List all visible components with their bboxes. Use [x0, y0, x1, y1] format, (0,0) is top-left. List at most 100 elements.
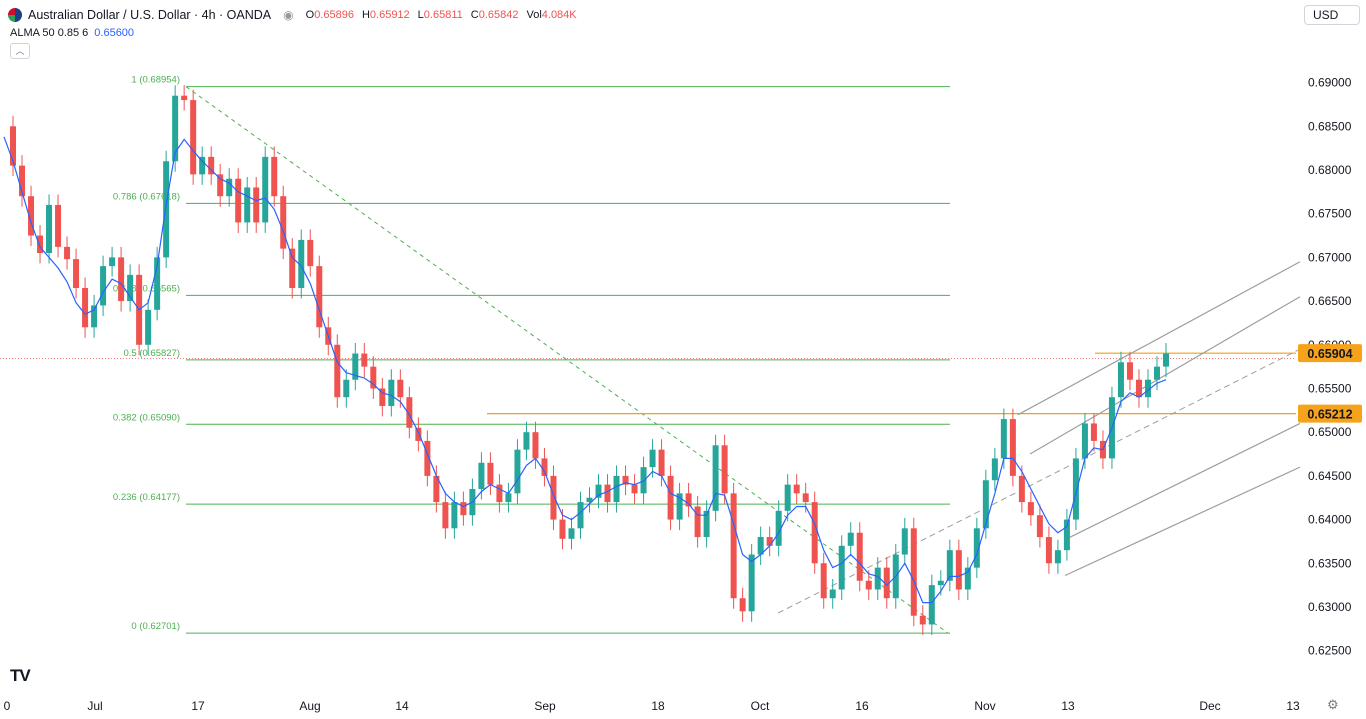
candle-body — [298, 239, 305, 288]
x-tick-label: 18 — [651, 699, 665, 713]
candle-body — [640, 467, 647, 494]
candle-body — [460, 502, 467, 516]
candle-body — [280, 196, 287, 249]
candle-body — [244, 187, 251, 223]
candle-body — [919, 615, 926, 625]
y-tick-label: 0.65000 — [1308, 425, 1352, 439]
candle-body — [1144, 379, 1151, 398]
candle-body — [487, 462, 494, 485]
candle-body — [442, 502, 449, 529]
price-badge — [1298, 344, 1362, 363]
high-label: H — [361, 9, 370, 21]
currency-selector[interactable]: USD — [1304, 5, 1360, 25]
y-tick-label: 0.69000 — [1308, 76, 1352, 90]
channel-mid-line — [1029, 296, 1301, 455]
candle-body — [613, 475, 620, 503]
candle-body — [406, 397, 413, 428]
close-label: C — [470, 9, 479, 21]
candle-body — [937, 580, 944, 586]
channel-upper-line — [1017, 261, 1301, 416]
candle-body — [973, 528, 980, 568]
candle-body — [793, 484, 800, 494]
candle-body — [307, 239, 314, 267]
candle-body — [1045, 537, 1052, 564]
y-tick-label: 0.64500 — [1308, 469, 1352, 483]
candle-body — [226, 178, 233, 197]
candle-body — [28, 196, 35, 236]
candle-body — [1072, 458, 1079, 520]
candle-body — [667, 475, 674, 520]
candle-body — [730, 493, 737, 599]
candle-body — [1117, 362, 1124, 398]
candle-body — [1153, 366, 1160, 380]
candle-body — [316, 266, 323, 328]
candle-body — [865, 580, 872, 590]
candle-body — [397, 379, 404, 398]
candle-body — [199, 156, 206, 175]
candle-body — [1090, 423, 1097, 441]
candle-body — [352, 353, 359, 380]
candle-body — [685, 493, 692, 507]
candle-body — [145, 309, 152, 345]
x-tick-label: 13 — [1286, 699, 1300, 713]
candle-body — [928, 585, 935, 625]
candle-body — [208, 156, 215, 175]
candle-body — [1027, 502, 1034, 516]
candle-body — [415, 427, 422, 441]
y-tick-label: 0.68500 — [1308, 119, 1352, 133]
candle-body — [694, 506, 701, 538]
close-value: 0.65842 — [478, 9, 519, 21]
candle-body — [289, 248, 296, 288]
candle-body — [721, 445, 728, 494]
candle-body — [883, 567, 890, 599]
x-tick-label: 14 — [395, 699, 409, 713]
candle-body — [577, 502, 584, 529]
x-tick-label: Oct — [751, 699, 770, 713]
candle-body — [748, 554, 755, 612]
candle-body — [478, 462, 485, 489]
price-badge — [1298, 404, 1362, 423]
price-badge-label: 0.65904 — [1307, 347, 1352, 361]
y-tick-label: 0.68000 — [1308, 163, 1352, 177]
candle-body — [946, 550, 953, 581]
price-badge-label: 0.65212 — [1307, 408, 1352, 422]
candle-body — [838, 545, 845, 590]
candle-body — [991, 458, 998, 481]
y-tick-label: 0.63000 — [1308, 600, 1352, 614]
candle-body — [181, 95, 188, 101]
candle-body — [631, 484, 638, 494]
x-tick-label: Sep — [534, 699, 556, 713]
chart-header: Australian Dollar / U.S. Dollar · 4h · O… — [8, 6, 577, 24]
alma-line — [3, 136, 1167, 604]
candle-body — [64, 246, 71, 260]
candle-body — [1036, 515, 1043, 538]
candle-body — [757, 537, 764, 555]
x-tick-label: Nov — [974, 699, 995, 713]
low-value: 0.65811 — [423, 9, 463, 21]
y-tick-label: 0.63500 — [1308, 556, 1352, 570]
candle-body — [676, 493, 683, 520]
channel-dashed-line — [777, 348, 1301, 614]
symbol-title[interactable]: Australian Dollar / U.S. Dollar · 4h · O… — [28, 8, 272, 22]
candle-body — [622, 475, 629, 485]
candle-body — [37, 235, 44, 254]
eye-icon[interactable]: ◉ — [283, 8, 294, 22]
fib-level-label: 0.618 (0.66565) — [113, 283, 180, 294]
candle-body — [379, 388, 386, 406]
gear-icon[interactable]: ⚙ — [1327, 697, 1339, 712]
indicator-legend[interactable]: ALMA 50 0.85 6 0.65600 — [10, 27, 134, 39]
candle-body — [559, 519, 566, 539]
candle-body — [856, 532, 863, 581]
x-tick-label: 13 — [1061, 699, 1075, 713]
candle-body — [901, 528, 908, 555]
candle-body — [712, 445, 719, 511]
candle-body — [190, 100, 197, 175]
candle-body — [361, 353, 368, 367]
open-label: O — [305, 9, 315, 21]
candle-body — [766, 537, 773, 546]
candle-body — [982, 480, 989, 529]
candle-body — [370, 366, 377, 389]
tradingview-logo[interactable]: TV — [10, 666, 31, 685]
collapse-legend-icon[interactable]: ︿ — [10, 43, 30, 59]
